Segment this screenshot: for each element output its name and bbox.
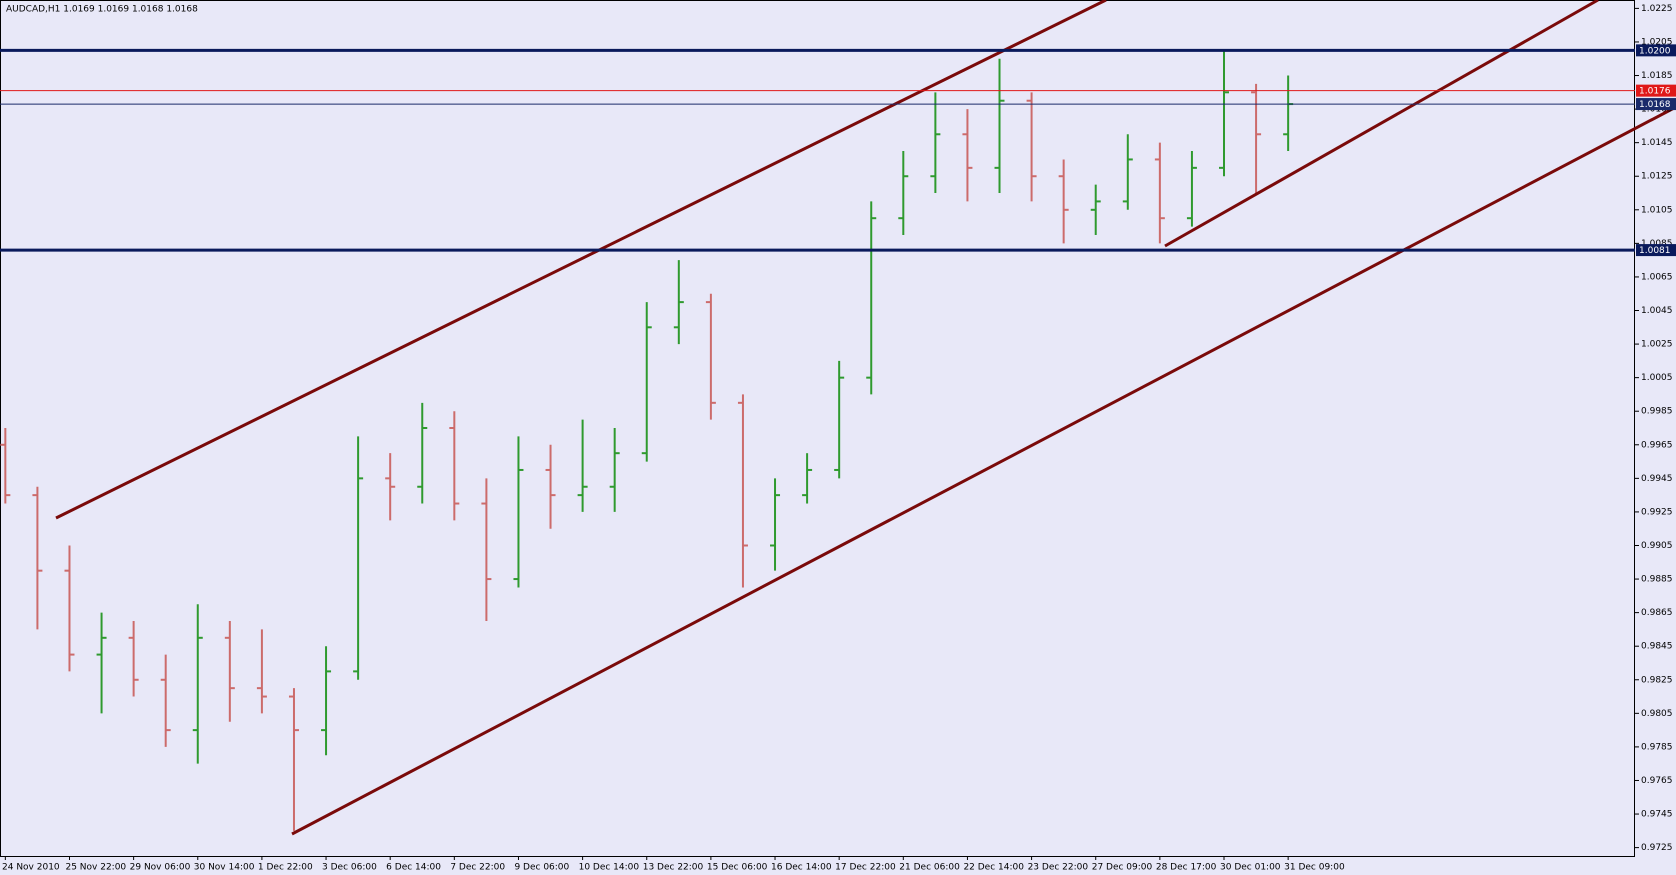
y-tick-label: 1.0145 [1641, 138, 1673, 148]
y-tick-label: 0.9925 [1641, 507, 1673, 517]
x-tick-label: 27 Dec 09:00 [1092, 863, 1153, 873]
bars [0, 50, 1294, 831]
y-tick-label: 0.9985 [1641, 407, 1673, 417]
y-tick-label: 1.0225 [1641, 4, 1673, 14]
x-tick-label: 15 Dec 06:00 [707, 863, 768, 873]
y-tick-label: 0.9785 [1641, 742, 1673, 752]
x-tick-label: 7 Dec 22:00 [450, 863, 505, 873]
x-tick-label: 17 Dec 22:00 [835, 863, 896, 873]
x-tick-label: 31 Dec 09:00 [1284, 863, 1345, 873]
y-tick-label: 0.9965 [1641, 440, 1673, 450]
y-tick-label: 0.9745 [1641, 810, 1673, 820]
chart-title: AUDCAD,H1 1.0169 1.0169 1.0168 1.0168 [6, 5, 198, 15]
y-tick-label: 0.9825 [1641, 675, 1673, 685]
x-tick-label: 23 Dec 22:00 [1028, 863, 1089, 873]
y-tick-label: 1.0105 [1641, 205, 1673, 215]
y-tick-label: 0.9805 [1641, 709, 1673, 719]
y-tick-label: 0.9845 [1641, 642, 1673, 652]
y-tick-label: 1.0045 [1641, 306, 1673, 316]
y-tick-label: 1.0005 [1641, 373, 1673, 383]
y-tick-label: 0.9945 [1641, 474, 1673, 484]
price-tag-label: 1.0081 [1639, 246, 1671, 256]
x-tick-label: 22 Dec 14:00 [963, 863, 1024, 873]
x-tick-label: 21 Dec 06:00 [899, 863, 960, 873]
y-tick-label: 0.9865 [1641, 608, 1673, 618]
y-tick-label: 1.0085 [1641, 239, 1673, 249]
y-tick-label: 1.0025 [1641, 340, 1673, 350]
x-tick-label: 24 Nov 2010 [2, 863, 60, 873]
x-tick-label: 29 Nov 06:00 [130, 863, 191, 873]
x-tick-label: 25 Nov 22:00 [65, 863, 126, 873]
y-tick-label: 0.9885 [1641, 575, 1673, 585]
x-tick-label: 9 Dec 06:00 [514, 863, 569, 873]
y-tick-label: 0.9765 [1641, 776, 1673, 786]
x-tick-label: 1 Dec 22:00 [258, 863, 313, 873]
x-tick-label: 30 Nov 14:00 [194, 863, 255, 873]
y-tick-label: 1.0125 [1641, 172, 1673, 182]
x-tick-label: 30 Dec 01:00 [1220, 863, 1281, 873]
x-tick-label: 16 Dec 14:00 [771, 863, 832, 873]
price-tag-label: 1.0168 [1639, 100, 1671, 110]
x-tick-label: 28 Dec 17:00 [1156, 863, 1217, 873]
y-tick-label: 1.0065 [1641, 272, 1673, 282]
price-tag [1636, 84, 1676, 97]
x-tick-label: 10 Dec 14:00 [579, 863, 640, 873]
trend-line [291, 105, 1676, 836]
price-tag-label: 1.0176 [1639, 87, 1671, 97]
trend-line [55, 0, 1107, 520]
x-tick-label: 6 Dec 14:00 [386, 863, 441, 873]
x-tick-label: 3 Dec 06:00 [322, 863, 377, 873]
price-tag [1636, 244, 1676, 257]
y-tick-label: 0.9725 [1641, 843, 1673, 853]
price-tag [1636, 98, 1676, 111]
y-tick-label: 1.0205 [1641, 37, 1673, 47]
price-tag-label: 1.0200 [1639, 46, 1671, 56]
y-tick-label: 0.9905 [1641, 541, 1673, 551]
trend-line [1164, 0, 1599, 248]
price-tag [1636, 44, 1676, 57]
x-tick-label: 13 Dec 22:00 [643, 863, 704, 873]
plot-frame [0, 0, 1635, 857]
y-tick-label: 1.0185 [1641, 71, 1673, 81]
